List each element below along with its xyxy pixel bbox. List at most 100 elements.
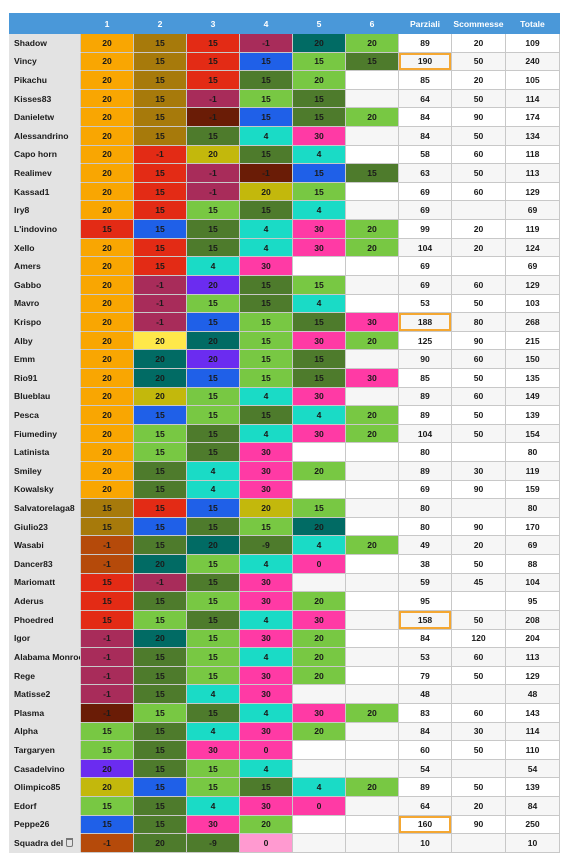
totale-cell: 109 <box>505 33 560 53</box>
round-2-cell: 20 <box>133 554 187 574</box>
scommesse-cell: 90 <box>451 107 506 128</box>
player-name: Alessandrino <box>14 130 69 141</box>
table-row: Pesca 20 15 15 15 4 20 89 50 139 <box>9 405 560 425</box>
round-4-cell: 30 <box>239 795 293 816</box>
player-name-cell: Blueblau <box>9 386 81 407</box>
totale-cell: 88 <box>505 554 560 574</box>
totale-cell: 139 <box>505 405 560 425</box>
round-1-cell: 20 <box>80 330 134 351</box>
totale-cell: 240 <box>505 51 560 72</box>
table-row: Targaryen 15 15 30 0 60 50 110 <box>9 740 560 760</box>
round-3-cell: 15 <box>186 628 240 649</box>
round-2-cell: 15 <box>133 163 187 183</box>
totale-cell: 149 <box>505 386 560 407</box>
table-body: Shadow 20 15 15 -1 20 20 89 20 109 Vincy 20 15 15 15 15… <box>9 33 560 853</box>
round-6-cell <box>345 684 399 704</box>
table-row: Gabbo 20 -1 20 15 15 69 60 129 <box>9 274 560 295</box>
round-1-cell: 15 <box>80 814 134 835</box>
player-name: Xello <box>14 242 35 253</box>
round-1-cell: 15 <box>80 516 134 537</box>
round-3-cell: 15 <box>186 665 240 686</box>
player-name-cell: Shadow <box>9 33 81 53</box>
round-3-cell: 30 <box>186 740 240 760</box>
scommesse-cell: 60 <box>451 702 506 723</box>
round-2-cell: 15 <box>133 88 187 109</box>
player-name-cell: Iry8 <box>9 200 81 221</box>
player-name: Capo horn <box>14 149 57 160</box>
totale-cell: 143 <box>505 702 560 723</box>
player-name-cell: Alessandrino <box>9 126 81 146</box>
round-6-cell <box>345 274 399 295</box>
player-name-cell: Giulio23 <box>9 516 81 537</box>
totale-cell: 119 <box>505 219 560 239</box>
totale-cell: 268 <box>505 312 560 332</box>
player-name-cell: Vincy <box>9 51 81 72</box>
scommesse-cell: 90 <box>451 330 506 351</box>
round-4-cell: -9 <box>239 535 293 556</box>
round-2-cell: 15 <box>133 200 187 221</box>
round-4-cell: 4 <box>239 386 293 407</box>
round-2-cell: 15 <box>133 442 187 463</box>
round-4-cell: 15 <box>239 70 293 90</box>
header-scommesse: Scommesse <box>451 13 506 34</box>
round-6-cell <box>345 721 399 742</box>
round-4-cell: 30 <box>239 479 293 500</box>
player-name-cell: Phoedred <box>9 609 81 630</box>
round-3-cell: -1 <box>186 107 240 128</box>
table-row: Alpha 15 15 4 30 20 84 30 114 <box>9 721 560 742</box>
parziali-cell: 48 <box>398 684 452 704</box>
round-6-cell <box>345 88 399 109</box>
table-row: Olimpico85 20 15 15 15 4 20 89 50 139 <box>9 777 560 797</box>
scommesse-cell: 45 <box>451 572 506 593</box>
scommesse-cell: 50 <box>451 51 506 72</box>
table-row: Fiumediny 20 15 15 4 30 20 104 50 154 <box>9 423 560 444</box>
player-name-cell: Kowalsky <box>9 479 81 500</box>
round-3-cell: 15 <box>186 219 240 239</box>
totale-cell: 154 <box>505 423 560 444</box>
header-col-6: 6 <box>345 13 399 34</box>
table-row: Alby 20 20 20 15 30 20 125 90 215 <box>9 330 560 351</box>
round-1-cell: 20 <box>80 51 134 72</box>
round-6-cell: 15 <box>345 163 399 183</box>
scommesse-cell: 20 <box>451 219 506 239</box>
round-2-cell: 15 <box>133 684 187 704</box>
parziali-cell: 89 <box>398 777 452 797</box>
totale-cell: 95 <box>505 591 560 611</box>
parziali-cell: 64 <box>398 88 452 109</box>
scommesse-cell: 50 <box>451 367 506 388</box>
round-2-cell: 15 <box>133 256 187 276</box>
round-6-cell <box>345 795 399 816</box>
parziali-cell: 89 <box>398 386 452 407</box>
player-name: Alby <box>14 335 33 346</box>
round-3-cell: 15 <box>186 237 240 258</box>
table-row: Alessandrino 20 15 15 4 30 84 50 134 <box>9 126 560 146</box>
round-5-cell: 15 <box>292 88 346 109</box>
round-6-cell <box>345 758 399 779</box>
round-6-cell: 20 <box>345 423 399 444</box>
totale-cell: 129 <box>505 181 560 202</box>
player-name: Pikachu <box>14 75 47 86</box>
player-name-cell: Edorf <box>9 795 81 816</box>
round-4-cell: 15 <box>239 312 293 332</box>
scommesse-cell <box>451 591 506 611</box>
round-4-cell: 15 <box>239 405 293 425</box>
player-name-cell: Salvatorelaga8 <box>9 498 81 518</box>
round-5-cell: 15 <box>292 274 346 295</box>
scommesse-cell: 50 <box>451 609 506 630</box>
round-1-cell: 20 <box>80 107 134 128</box>
player-name: Amers <box>14 261 41 272</box>
totale-cell: 208 <box>505 609 560 630</box>
totale-cell: 204 <box>505 628 560 649</box>
round-5-cell <box>292 684 346 704</box>
table-row: Peppe26 15 15 30 20 160 90 250 <box>9 814 560 835</box>
round-3-cell: 4 <box>186 795 240 816</box>
round-3-cell: 15 <box>186 367 240 388</box>
round-5-cell: 4 <box>292 777 346 797</box>
scommesse-cell: 50 <box>451 554 506 574</box>
player-name: Shadow <box>14 37 47 48</box>
round-1-cell: 15 <box>80 219 134 239</box>
scommesse-cell: 50 <box>451 88 506 109</box>
round-2-cell: 15 <box>133 70 187 90</box>
totale-cell: 170 <box>505 516 560 537</box>
round-1-cell: 20 <box>80 70 134 90</box>
